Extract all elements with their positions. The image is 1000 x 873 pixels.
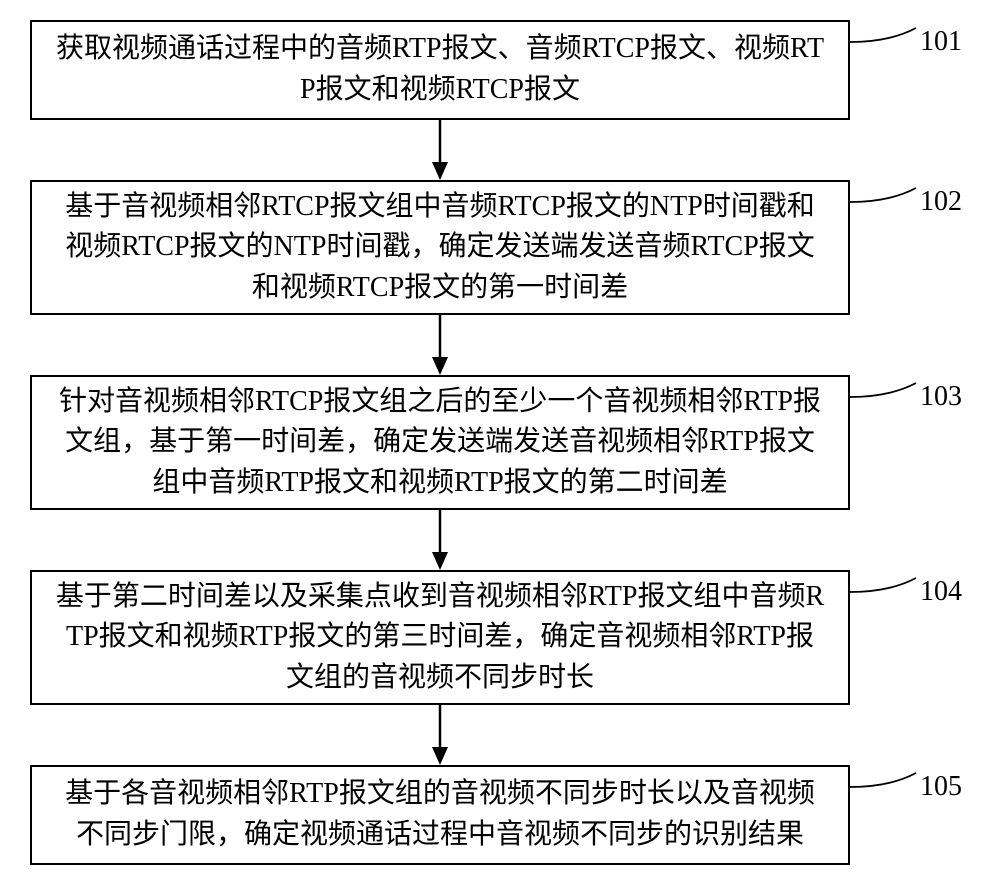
arrow-102-to-103 (428, 315, 452, 375)
step-text-105: 基于各音视频相邻RTP报文组的音视频不同步时长以及音视频 不同步门限，确定视频通… (65, 774, 815, 855)
step-box-102: 基于音视频相邻RTCP报文组中音频RTCP报文的NTP时间戳和 视频RTCP报文… (30, 180, 850, 315)
step-text-104: 基于第二时间差以及采集点收到音视频相邻RTP报文组中音频R TP报文和视频RTP… (56, 577, 824, 699)
arrow-104-to-105 (428, 705, 452, 765)
leader-line-101 (848, 26, 918, 44)
leader-line-102 (848, 186, 918, 204)
step-box-101: 获取视频通话过程中的音频RTP报文、音频RTCP报文、视频RT P报文和视频RT… (30, 20, 850, 120)
leader-line-104 (848, 576, 918, 594)
leader-line-103 (848, 381, 918, 399)
step-text-102: 基于音视频相邻RTCP报文组中音频RTCP报文的NTP时间戳和 视频RTCP报文… (65, 187, 815, 309)
step-box-104: 基于第二时间差以及采集点收到音视频相邻RTP报文组中音频R TP报文和视频RTP… (30, 570, 850, 705)
leader-line-105 (848, 771, 918, 789)
arrow-103-to-104 (428, 510, 452, 570)
step-label-104: 104 (920, 576, 962, 608)
step-text-103: 针对音视频相邻RTCP报文组之后的至少一个音视频相邻RTP报 文组，基于第一时间… (59, 382, 821, 504)
flowchart-canvas: 获取视频通话过程中的音频RTP报文、音频RTCP报文、视频RT P报文和视频RT… (0, 0, 1000, 873)
step-text-101: 获取视频通话过程中的音频RTP报文、音频RTCP报文、视频RT P报文和视频RT… (56, 29, 824, 110)
step-box-103: 针对音视频相邻RTCP报文组之后的至少一个音视频相邻RTP报 文组，基于第一时间… (30, 375, 850, 510)
step-label-102: 102 (920, 186, 962, 218)
step-label-105: 105 (920, 771, 962, 803)
step-box-105: 基于各音视频相邻RTP报文组的音视频不同步时长以及音视频 不同步门限，确定视频通… (30, 765, 850, 865)
step-label-103: 103 (920, 381, 962, 413)
step-label-101: 101 (920, 26, 962, 58)
arrow-101-to-102 (428, 120, 452, 180)
